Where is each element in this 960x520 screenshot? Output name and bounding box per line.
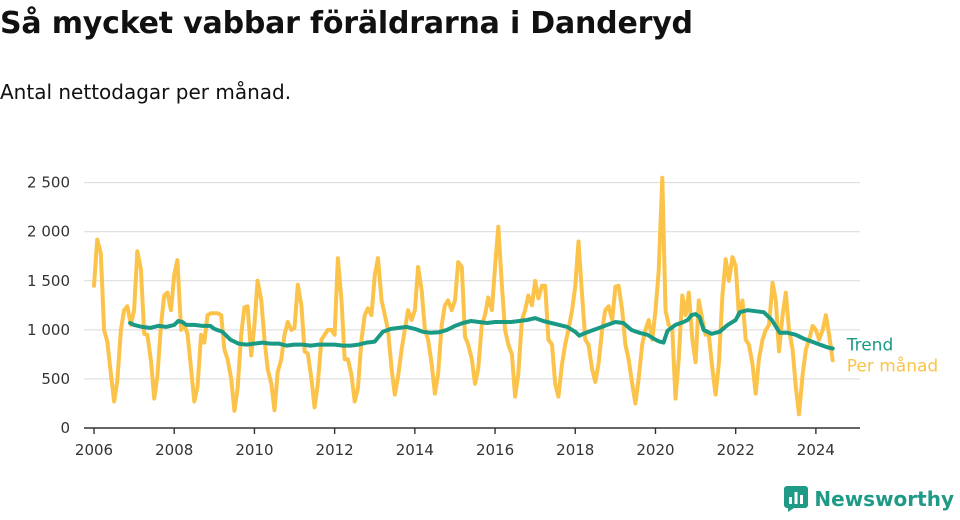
x-tick-label: 2022 bbox=[717, 441, 755, 459]
x-tick-label: 2012 bbox=[316, 441, 354, 459]
x-tick-label: 2024 bbox=[797, 441, 835, 459]
x-tick-label: 2006 bbox=[75, 441, 113, 459]
brand-logo: Newsworthy bbox=[784, 486, 954, 512]
x-tick-label: 2020 bbox=[636, 441, 674, 459]
y-tick-label: 500 bbox=[41, 370, 70, 388]
series-line-per-manad bbox=[92, 175, 835, 417]
x-tick-label: 2014 bbox=[396, 441, 434, 459]
y-tick-label: 2 500 bbox=[27, 174, 70, 192]
x-tick-label: 2016 bbox=[476, 441, 514, 459]
y-tick-label: 0 bbox=[60, 419, 70, 437]
x-tick-label: 2018 bbox=[556, 441, 594, 459]
x-tick-label: 2008 bbox=[155, 441, 193, 459]
x-tick-label: 2010 bbox=[235, 441, 273, 459]
brand-name: Newsworthy bbox=[814, 487, 954, 511]
series-line-trend bbox=[128, 308, 835, 351]
y-tick-label: 2 000 bbox=[27, 223, 70, 241]
y-axis-ticks: 0 500 1 000 1 500 2 000 2 500 bbox=[27, 174, 70, 437]
series-lines bbox=[92, 175, 835, 417]
end-label-trend: Trend bbox=[846, 336, 894, 356]
x-axis-ticks: 2006 2008 2010 2012 2014 2016 2018 2020 2022 2024 bbox=[75, 428, 835, 459]
y-tick-label: 1 500 bbox=[27, 272, 70, 290]
y-tick-label: 1 000 bbox=[27, 321, 70, 339]
end-label-per-manad: Per månad bbox=[847, 355, 938, 376]
chart-subtitle: Antal nettodagar per månad. bbox=[0, 80, 292, 104]
newsworthy-logo-icon bbox=[784, 486, 809, 512]
chart-title: Så mycket vabbar föräldrarna i Danderyd bbox=[0, 6, 693, 41]
